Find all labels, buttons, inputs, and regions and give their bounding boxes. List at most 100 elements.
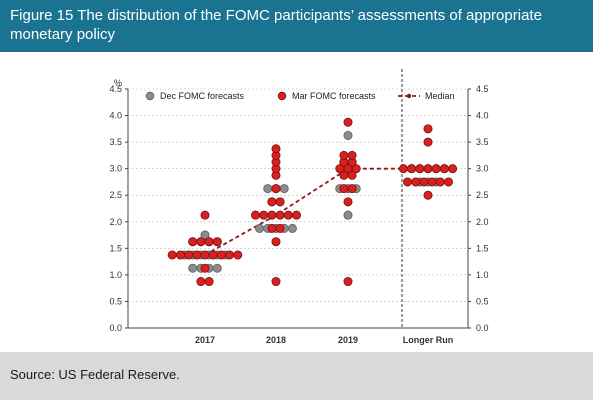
mar-forecast-dot <box>250 210 260 220</box>
dec-forecast-dot <box>200 230 210 240</box>
mar-forecast-dot <box>275 223 285 233</box>
y-tick-label-right: 0.0 <box>476 323 489 333</box>
mar-forecast-dot <box>347 150 357 160</box>
legend-median-marker <box>406 93 412 99</box>
mar-forecast-dot <box>200 250 210 260</box>
mar-forecast-dot <box>407 164 417 174</box>
y-tick-label-left: 1.5 <box>109 243 122 253</box>
y-tick-label-left: 3.5 <box>109 137 122 147</box>
y-tick-label-right: 4.0 <box>476 111 489 121</box>
mar-forecast-dot <box>398 164 408 174</box>
legend-median-label: Median <box>425 91 455 101</box>
x-tick-label: 2018 <box>266 335 286 345</box>
mar-forecast-dot <box>415 164 425 174</box>
mar-forecast-dot <box>225 250 235 260</box>
y-tick-label-left: 1.0 <box>109 270 122 280</box>
mar-forecast-dot <box>196 237 206 247</box>
mar-forecast-dot <box>216 250 226 260</box>
mar-forecast-dot <box>175 250 185 260</box>
mar-forecast-dot <box>271 144 281 154</box>
mar-forecast-dot <box>271 184 281 194</box>
legend-mar-label: Mar FOMC forecasts <box>292 91 376 101</box>
y-tick-label-left: 0.5 <box>109 296 122 306</box>
dec-forecast-dot <box>212 263 222 273</box>
mar-forecast-dot <box>204 237 214 247</box>
mar-forecast-dot <box>343 277 353 287</box>
mar-forecast-dot <box>233 250 243 260</box>
x-tick-label: Longer Run <box>403 335 454 345</box>
mar-forecast-dot <box>267 223 277 233</box>
mar-forecast-dot <box>200 210 210 220</box>
mar-forecast-dot <box>402 177 412 187</box>
mar-forecast-dot <box>204 277 214 287</box>
mar-forecast-dot <box>271 237 281 247</box>
x-tick-label: 2017 <box>195 335 215 345</box>
mar-forecast-dot <box>347 184 357 194</box>
mar-forecast-dot <box>200 263 210 273</box>
dec-forecast-dot <box>343 130 353 140</box>
mar-forecast-dot <box>423 124 433 134</box>
y-tick-label-right: 2.0 <box>476 217 489 227</box>
mar-forecast-dot <box>275 210 285 220</box>
y-tick-label-left: 2.0 <box>109 217 122 227</box>
y-tick-label-right: 2.5 <box>476 190 489 200</box>
mar-forecast-dot <box>196 277 206 287</box>
dec-forecast-dot <box>188 263 198 273</box>
mar-forecast-dot <box>184 250 194 260</box>
mar-forecast-dot <box>439 164 449 174</box>
mar-forecast-dot <box>431 164 441 174</box>
y-tick-label-left: 2.5 <box>109 190 122 200</box>
mar-forecast-dot <box>267 197 277 207</box>
y-unit-label: % <box>114 78 122 88</box>
dec-forecast-dot <box>279 184 289 194</box>
mar-forecast-dot <box>259 210 269 220</box>
mar-forecast-dot <box>423 137 433 147</box>
mar-forecast-dot <box>188 237 198 247</box>
y-tick-label-left: 0.0 <box>109 323 122 333</box>
y-tick-label-right: 3.0 <box>476 164 489 174</box>
mar-forecast-dot <box>192 250 202 260</box>
mar-forecast-dot <box>208 250 218 260</box>
mar-forecast-dot <box>283 210 293 220</box>
mar-forecast-dot <box>339 184 349 194</box>
dec-forecast-dot <box>343 210 353 220</box>
mar-forecast-dot <box>291 210 301 220</box>
y-tick-label-right: 4.5 <box>476 84 489 94</box>
mar-forecast-dot <box>435 177 445 187</box>
median-line <box>204 167 428 256</box>
y-tick-label-left: 4.5 <box>109 84 122 94</box>
legend-dec-marker <box>145 91 155 101</box>
mar-forecast-dot <box>351 164 361 174</box>
dec-forecast-dot <box>255 223 265 233</box>
x-tick-label: 2019 <box>338 335 358 345</box>
chart-area: 0.0 0.0 0.5 0.5 1.0 1.0 1.5 1.5 2.0 2.0 2.5 2.5 3.0 3… <box>0 52 593 352</box>
mar-forecast-dot <box>275 197 285 207</box>
figure-title: Figure 15 The distribution of the FOMC p… <box>0 0 593 52</box>
mar-forecast-dot <box>339 150 349 160</box>
mar-forecast-dot <box>167 250 177 260</box>
mar-forecast-dot <box>443 177 453 187</box>
source-note: Source: US Federal Reserve. <box>0 352 593 400</box>
mar-forecast-dot <box>343 117 353 127</box>
dec-forecast-dot <box>287 223 297 233</box>
mar-forecast-dot <box>267 210 277 220</box>
dec-forecast-dot <box>263 184 273 194</box>
mar-forecast-dot <box>427 177 437 187</box>
y-tick-label-right: 1.5 <box>476 243 489 253</box>
mar-forecast-dot <box>423 190 433 200</box>
y-tick-label-right: 0.5 <box>476 296 489 306</box>
mar-forecast-dot <box>423 164 433 174</box>
mar-forecast-dot <box>411 177 421 187</box>
y-tick-label-left: 4.0 <box>109 111 122 121</box>
mar-forecast-dot <box>347 170 357 180</box>
y-tick-label-right: 3.5 <box>476 137 489 147</box>
mar-forecast-dot <box>419 177 429 187</box>
y-tick-label-right: 1.0 <box>476 270 489 280</box>
mar-forecast-dot <box>448 164 458 174</box>
y-tick-label-left: 3.0 <box>109 164 122 174</box>
mar-forecast-dot <box>212 237 222 247</box>
legend-dec-label: Dec FOMC forecasts <box>160 91 245 101</box>
legend-mar-marker <box>277 91 287 101</box>
mar-forecast-dot <box>271 277 281 287</box>
